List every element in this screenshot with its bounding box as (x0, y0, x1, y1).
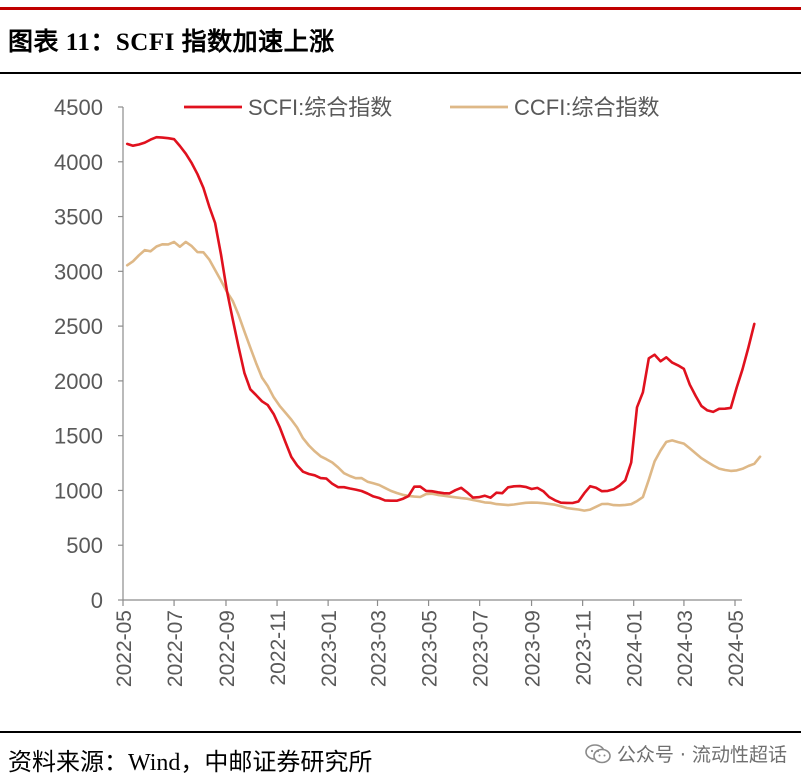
y-tick-label: 4500 (54, 95, 103, 120)
y-tick-label: 500 (66, 533, 103, 558)
y-tick-label: 1000 (54, 478, 103, 503)
y-tick-label: 1500 (54, 424, 103, 449)
x-tick-label: 2023-03 (368, 610, 391, 687)
x-tick-label: 2023-11 (573, 610, 596, 686)
x-tick-label: 2024-01 (624, 610, 647, 687)
y-tick-label: 2500 (54, 314, 103, 339)
wechat-icon (585, 743, 611, 763)
series-line-ccfi (125, 240, 762, 512)
y-tick-label: 3000 (54, 259, 103, 284)
x-tick-label: 2022-05 (113, 610, 136, 687)
x-tick-label: 2023-09 (522, 610, 545, 687)
footer-divider (0, 731, 801, 733)
line-chart: 0 500 1000 1500 2000 2500 3000 3500 4000 4500 202… (54, 95, 762, 687)
x-tick-label: 2023-01 (318, 610, 341, 687)
top-accent-rule (0, 7, 801, 10)
chart-legend: SCFI:综合指数 CCFI:综合指数 (184, 95, 659, 120)
series-layer (125, 135, 762, 512)
x-tick-label: 2024-03 (674, 610, 697, 687)
y-tick-label: 2000 (54, 369, 103, 394)
x-tick-label: 2022-11 (267, 610, 290, 686)
legend-label: SCFI:综合指数 (248, 95, 392, 120)
y-tick-label: 4000 (54, 150, 103, 175)
series-line-scfi (125, 135, 756, 505)
x-axis: 2022-05 2022-07 2022-09 2022-11 2023-01 2023-… (113, 599, 748, 687)
y-tick-label: 3500 (54, 205, 103, 230)
x-tick-label: 2022-09 (216, 610, 239, 687)
x-tick-label: 2023-05 (419, 610, 442, 687)
watermark-text: 公众号 · 流动性超话 (616, 744, 787, 766)
legend-label: CCFI:综合指数 (514, 95, 659, 120)
y-axis: 0 500 1000 1500 2000 2500 3000 3500 4000 4500 (54, 95, 124, 613)
source-note: 资料来源：Wind，中邮证券研究所 (8, 750, 373, 776)
x-tick-label: 2022-07 (164, 610, 187, 687)
watermark: 公众号 · 流动性超话 (585, 740, 787, 767)
y-tick-label: 0 (91, 588, 103, 613)
x-tick-label: 2024-05 (725, 610, 748, 687)
x-tick-label: 2023-07 (470, 610, 493, 687)
figure-title: 图表 11：SCFI 指数加速上涨 (8, 29, 335, 56)
title-divider (0, 72, 801, 74)
